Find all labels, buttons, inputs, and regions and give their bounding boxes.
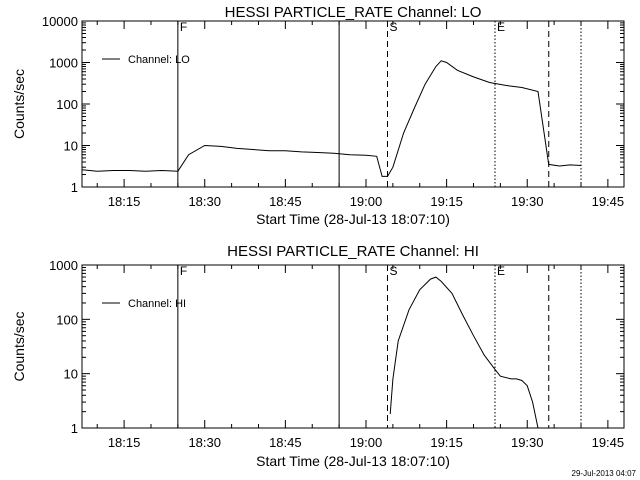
series-line (389, 276, 539, 429)
y-tick-label: 1 (71, 180, 78, 195)
series-line (81, 60, 582, 177)
x-tick-label: 18:15 (108, 435, 141, 450)
event-marker-label: E (497, 264, 505, 278)
x-tick-label: 19:15 (430, 435, 463, 450)
chart-title: HESSI PARTICLE_RATE Channel: HI (227, 243, 479, 260)
x-tick-label: 18:15 (108, 194, 141, 209)
plot-frame (81, 20, 625, 188)
x-tick-label: 19:30 (511, 435, 544, 450)
y-tick-label: 1000 (49, 258, 78, 273)
y-tick-label: 1000 (49, 56, 78, 71)
x-axis-label: Start Time (28-Jul-13 18:07:10) (256, 453, 450, 469)
x-tick-label: 18:45 (269, 194, 302, 209)
chart-title: HESSI PARTICLE_RATE Channel: LO (225, 4, 482, 21)
y-tick-label: 100 (56, 97, 78, 112)
x-tick-label: 19:45 (592, 435, 625, 450)
legend-label: Channel: LO (128, 54, 190, 66)
x-tick-label: 18:45 (269, 435, 302, 450)
panel-lo: HESSI PARTICLE_RATE Channel: LO 18:15 18:3… (11, 4, 625, 227)
y-axis-label: Counts/sec (11, 311, 27, 381)
event-marker-label: F (180, 20, 187, 34)
y-tick-label: 100 (56, 312, 78, 327)
x-tick-label: 19:15 (430, 194, 463, 209)
event-marker-label: S (389, 20, 397, 34)
y-tick-label: 10 (64, 367, 78, 382)
x-tick-label: 18:30 (188, 435, 221, 450)
y-tick-label: 1 (71, 421, 78, 436)
x-tick-label: 18:30 (188, 194, 221, 209)
x-tick-label: 19:00 (350, 435, 383, 450)
event-marker-label: S (389, 264, 397, 278)
plot-timestamp: 29-Jul-2013 04:07 (572, 469, 637, 478)
x-tick-label: 19:00 (350, 194, 383, 209)
legend-label: Channel: HI (128, 298, 186, 310)
y-tick-label: 10000 (42, 14, 78, 29)
event-marker-label: F (180, 264, 187, 278)
y-tick-label: 10 (64, 139, 78, 154)
panel-hi: HESSI PARTICLE_RATE Channel: HI 18:15 18:3… (11, 243, 625, 469)
plot-frame (81, 264, 625, 429)
x-tick-label: 19:45 (592, 194, 625, 209)
x-axis-label: Start Time (28-Jul-13 18:07:10) (256, 211, 450, 227)
event-marker-label: E (497, 20, 505, 34)
y-axis-label: Counts/sec (11, 69, 27, 139)
x-tick-label: 19:30 (511, 194, 544, 209)
